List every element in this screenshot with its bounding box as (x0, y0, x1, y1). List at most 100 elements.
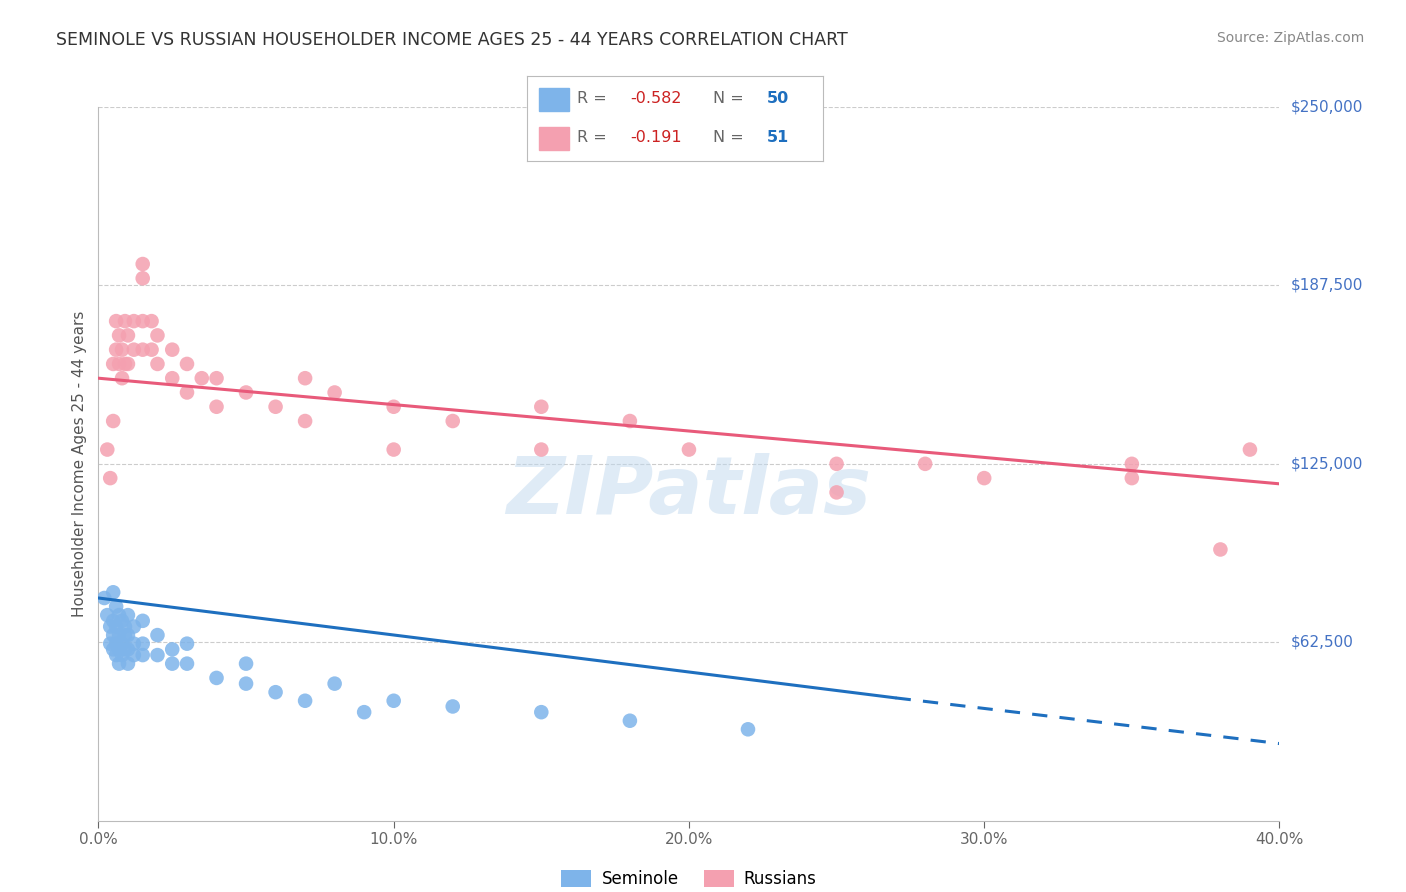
Point (441, 414, 464, 428)
Text: R =: R = (578, 130, 617, 145)
Point (114, 628, 136, 642)
Point (323, 385, 346, 400)
Point (205, 671, 228, 685)
Text: ZIPatlas: ZIPatlas (506, 453, 872, 532)
Point (122, 343, 145, 357)
Text: SEMINOLE VS RUSSIAN HOUSEHOLDER INCOME AGES 25 - 44 YEARS CORRELATION CHART: SEMINOLE VS RUSSIAN HOUSEHOLDER INCOME A… (56, 31, 848, 49)
Point (176, 357, 198, 371)
Text: -0.582: -0.582 (630, 91, 682, 106)
Point (176, 385, 198, 400)
Point (108, 657, 131, 671)
Point (176, 657, 198, 671)
Point (96, 608, 118, 623)
Point (103, 357, 125, 371)
Point (96, 442, 118, 457)
Point (111, 637, 134, 651)
Point (111, 371, 134, 385)
Point (108, 628, 131, 642)
Point (1121, 457, 1143, 471)
Point (117, 657, 139, 671)
Point (108, 357, 131, 371)
Point (141, 343, 163, 357)
Point (103, 614, 125, 628)
Point (1121, 471, 1143, 485)
Point (294, 414, 316, 428)
Point (382, 400, 405, 414)
Point (108, 608, 131, 623)
Point (162, 343, 183, 357)
Point (122, 619, 145, 633)
Point (111, 648, 134, 662)
Point (117, 328, 139, 343)
Point (117, 357, 139, 371)
Point (530, 442, 553, 457)
Text: 51: 51 (766, 130, 789, 145)
Point (98, 637, 121, 651)
Point (146, 357, 169, 371)
Point (235, 657, 257, 671)
Point (111, 343, 134, 357)
Point (117, 642, 139, 657)
Point (441, 699, 464, 714)
Point (1209, 542, 1232, 557)
Point (114, 314, 136, 328)
Point (132, 271, 155, 285)
Text: R =: R = (578, 91, 613, 106)
Point (323, 676, 346, 690)
Point (264, 400, 287, 414)
Text: N =: N = (713, 91, 749, 106)
Point (122, 648, 145, 662)
Point (98, 619, 121, 633)
Point (162, 642, 183, 657)
Point (973, 471, 995, 485)
Point (294, 371, 316, 385)
Point (132, 637, 155, 651)
Point (205, 371, 228, 385)
Point (114, 619, 136, 633)
Text: 50: 50 (766, 91, 789, 106)
Point (146, 648, 169, 662)
Point (122, 314, 145, 328)
Point (530, 705, 553, 719)
Text: -0.191: -0.191 (630, 130, 682, 145)
Point (353, 705, 375, 719)
Point (141, 314, 163, 328)
Point (105, 314, 128, 328)
Point (132, 614, 155, 628)
Point (737, 723, 759, 737)
Point (103, 414, 125, 428)
Point (103, 642, 125, 657)
Point (103, 628, 125, 642)
Point (530, 400, 553, 414)
Point (678, 442, 700, 457)
Point (146, 628, 169, 642)
Point (111, 614, 134, 628)
Point (619, 714, 641, 728)
Point (105, 619, 128, 633)
Point (103, 585, 125, 599)
Point (146, 328, 169, 343)
Point (132, 314, 155, 328)
Point (162, 371, 183, 385)
Point (114, 357, 136, 371)
Point (264, 685, 287, 699)
Point (114, 642, 136, 657)
Point (235, 676, 257, 690)
Point (162, 657, 183, 671)
Legend: Seminole, Russians: Seminole, Russians (555, 863, 823, 892)
Bar (538, 87, 568, 112)
Point (132, 648, 155, 662)
Text: $62,500: $62,500 (1291, 635, 1354, 649)
Point (914, 457, 936, 471)
Point (825, 457, 848, 471)
Point (98, 471, 121, 485)
Text: $125,000: $125,000 (1291, 457, 1362, 471)
Point (105, 648, 128, 662)
Point (176, 637, 198, 651)
Point (382, 694, 405, 708)
Point (1239, 442, 1261, 457)
Point (132, 257, 155, 271)
Point (105, 637, 128, 651)
Text: $250,000: $250,000 (1291, 100, 1362, 114)
Point (205, 400, 228, 414)
